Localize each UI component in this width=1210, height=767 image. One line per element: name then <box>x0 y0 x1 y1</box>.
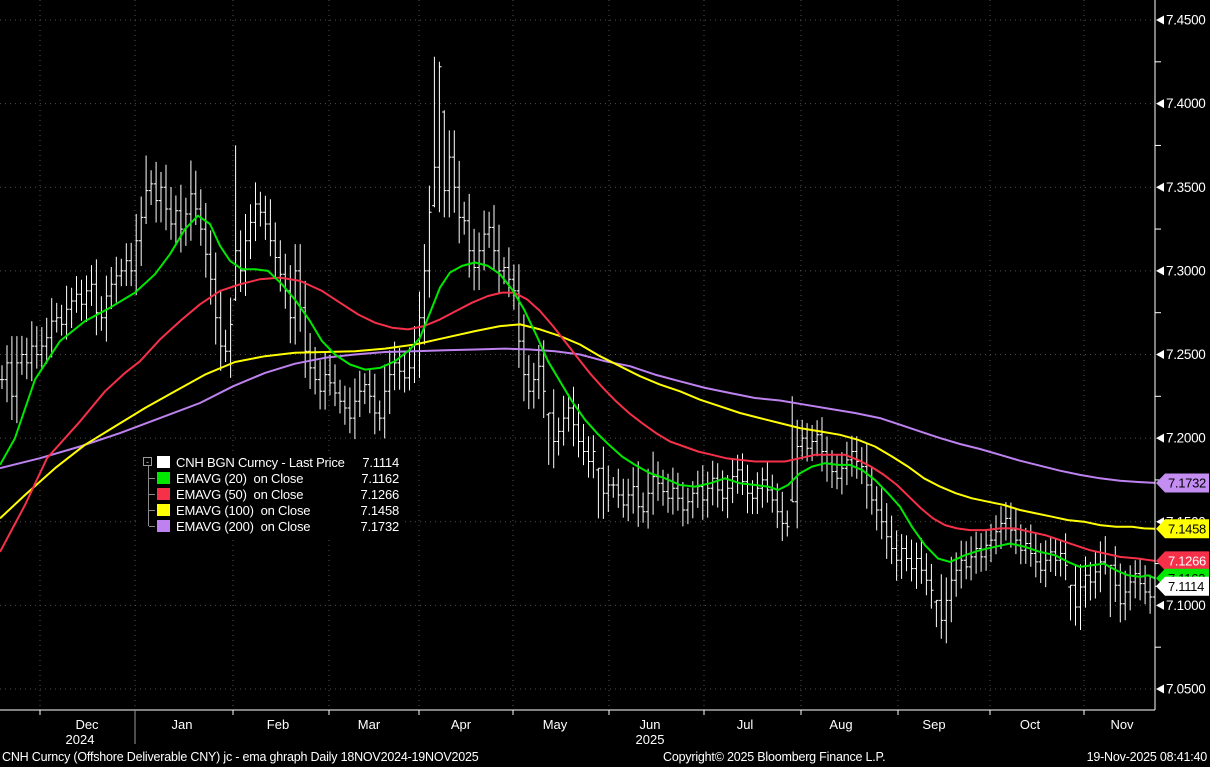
tree-line <box>149 478 155 479</box>
x-axis-month-label: Sep <box>922 717 945 732</box>
tree-line <box>148 486 149 502</box>
legend-series-value: 7.1162 <box>361 470 399 486</box>
y-axis-label: 7.2500 <box>1166 347 1206 362</box>
price-badge <box>1156 551 1209 571</box>
y-tick-arrow <box>1156 182 1164 192</box>
ema100-line <box>0 323 1156 530</box>
legend-row: EMAVG (20) on Close 7.1162 <box>141 470 399 486</box>
price-chart[interactable]: 7.45007.40007.35007.30007.25007.20007.15… <box>0 0 1210 747</box>
legend-series-value: 7.1266 <box>360 486 399 502</box>
y-tick-arrow <box>1156 600 1164 610</box>
price-badge <box>1156 576 1209 596</box>
y-tick-arrow <box>1156 350 1164 359</box>
tree-collapse-box[interactable]: - <box>143 457 152 467</box>
legend-series-label: EMAVG (100) on Close <box>176 502 311 518</box>
tree-line <box>148 466 149 470</box>
legend-series-value: 7.1114 <box>362 454 399 470</box>
x-axis-month-label: Nov <box>1110 717 1134 732</box>
tree-line <box>149 526 155 527</box>
legend-series-value: 7.1732 <box>360 518 399 534</box>
legend-swatch <box>157 488 170 500</box>
legend-swatch <box>157 472 170 484</box>
copyright-text: Copyright© 2025 Bloomberg Finance L.P. <box>663 750 886 764</box>
tree-line <box>149 510 155 511</box>
x-axis-month-label: Feb <box>267 717 289 732</box>
y-tick-arrow <box>1156 433 1164 443</box>
x-axis-month-label: Dec <box>75 717 99 732</box>
legend-row: EMAVG (100) on Close 7.1458 <box>141 502 399 518</box>
legend-swatch <box>157 504 170 516</box>
status-bar: CNH Curncy (Offshore Deliverable CNY) jc… <box>0 747 1210 767</box>
ema200-line <box>0 347 1156 484</box>
y-axis-label: 7.3000 <box>1166 263 1206 278</box>
x-axis-month-label: Mar <box>358 717 381 732</box>
y-tick-arrow <box>1156 15 1164 25</box>
tree-line <box>149 494 155 495</box>
y-axis-label: 7.3500 <box>1166 180 1206 195</box>
legend-collapse-icon[interactable]: - <box>141 454 157 470</box>
timestamp: 19-Nov-2025 08:41:40 <box>1086 750 1208 764</box>
tree-line <box>148 518 149 526</box>
x-axis-month-label: Aug <box>829 717 852 732</box>
legend-row: EMAVG (50) on Close 7.1266 <box>141 486 399 502</box>
price-badge-value: 7.1266 <box>1168 553 1206 568</box>
x-axis-month-label: Jul <box>737 717 754 732</box>
x-axis-year-label: 2025 <box>636 732 665 747</box>
legend-series-value: 7.1458 <box>360 502 399 518</box>
legend-series-label: CNH BGN Curncy - Last Price <box>176 454 345 470</box>
chart-description: CNH Curncy (Offshore Deliverable CNY) jc… <box>2 750 479 764</box>
tree-line <box>148 502 149 518</box>
tree-line <box>148 470 149 486</box>
y-tick-arrow <box>1156 99 1164 109</box>
legend-row: - CNH BGN Curncy - Last Price 7.1114 <box>141 454 399 470</box>
ohlc-bars <box>0 56 1158 644</box>
ema20-line <box>0 214 1156 580</box>
legend-tree-branch <box>141 470 157 486</box>
y-axis-label: 7.4500 <box>1166 13 1206 28</box>
y-tick-arrow <box>1156 684 1164 694</box>
legend-series-label: EMAVG (20) on Close <box>176 470 304 486</box>
x-axis-month-label: Oct <box>1020 717 1041 732</box>
x-axis-month-label: Jun <box>640 717 661 732</box>
price-badge <box>1156 519 1209 539</box>
x-axis-year-label: 2024 <box>66 732 95 747</box>
x-axis-month-label: Jan <box>172 717 193 732</box>
legend-series-label: EMAVG (50) on Close <box>176 486 304 502</box>
price-badge <box>1156 473 1209 493</box>
price-badge-value: 7.1458 <box>1168 521 1206 536</box>
chart-legend: - CNH BGN Curncy - Last Price 7.1114 EMAVG … <box>137 451 405 538</box>
price-badge-value: 7.1114 <box>1168 579 1204 594</box>
y-axis-label: 7.2000 <box>1166 431 1206 446</box>
y-tick-arrow <box>1156 266 1164 276</box>
y-axis-label: 7.0500 <box>1166 682 1206 697</box>
ema50-line <box>0 276 1156 562</box>
legend-tree-branch <box>141 486 157 502</box>
y-axis-label: 7.4000 <box>1166 96 1206 111</box>
legend-row: EMAVG (200) on Close 7.1732 <box>141 518 399 534</box>
x-axis-month-label: May <box>543 717 568 732</box>
y-axis-label: 7.1000 <box>1166 598 1206 613</box>
x-axis-month-label: Apr <box>451 717 472 732</box>
price-badge-value: 7.1732 <box>1168 475 1206 490</box>
legend-tree-branch <box>141 518 157 534</box>
legend-swatch <box>157 456 170 468</box>
legend-series-label: EMAVG (200) on Close <box>176 518 311 534</box>
legend-tree-branch <box>141 502 157 518</box>
legend-swatch <box>157 520 170 532</box>
